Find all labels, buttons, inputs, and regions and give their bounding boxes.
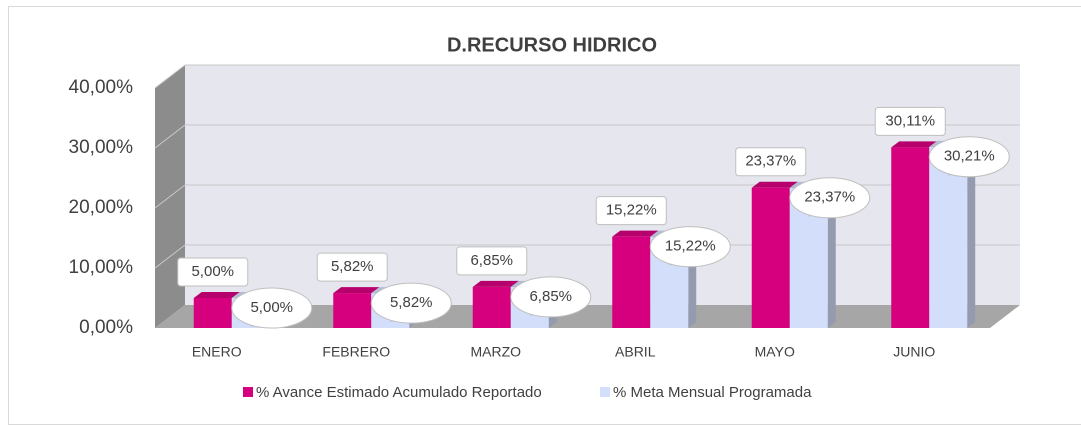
grid-line [154,64,186,89]
data-label: 30,11% [885,112,935,129]
y-tick-label: 0,00% [79,317,133,338]
y-tick-label: 30,00% [69,137,134,158]
data-label: 5,00% [250,299,293,316]
data-label-box [456,246,528,276]
grid-line [154,124,186,149]
bar [472,286,511,328]
data-label-box [177,257,249,287]
x-tick-label: ABRIL [615,344,656,360]
data-label-box [370,282,452,324]
bar [612,236,651,328]
x-tick-label: JUNIO [893,344,935,360]
bar-side [827,181,836,328]
data-label: 15,22% [606,202,657,219]
bar-top [472,280,519,287]
legend-swatch [600,387,610,397]
data-label-box [510,276,592,318]
x-tick-label: ENERO [192,344,242,360]
data-label: 5,82% [390,294,433,311]
grid-line [154,244,186,269]
x-tick-label: MARZO [470,344,521,360]
bar-top [891,141,938,148]
bar-top [751,181,798,188]
data-label: 30,21% [944,148,995,165]
data-label-box [874,106,946,136]
data-label: 5,82% [331,258,374,275]
data-label: 23,37% [745,153,796,170]
data-label-box [735,147,807,177]
x-tick-label: FEBRERO [322,344,390,360]
bar-top [193,292,240,298]
chart-title: D.RECURSO HIDRICO [447,34,657,56]
data-label: 23,37% [804,189,855,206]
data-label-box [928,136,1010,178]
y-tick-label: 40,00% [69,77,134,98]
bar-top [612,230,659,237]
x-tick-label: MAYO [755,344,795,360]
data-label: 5,00% [191,263,234,280]
legend-label: % Meta Mensual Programada [613,384,812,401]
data-label-box [649,226,731,268]
data-label: 6,85% [529,288,572,305]
data-label-box [231,287,313,329]
bar-top [333,287,380,294]
data-label-box [789,177,871,219]
bar [333,293,372,328]
bar [193,298,232,328]
data-label-box [316,252,388,282]
bar [751,187,790,328]
bar-side [967,140,976,328]
legend-label: % Avance Estimado Acumulado Reportado [256,384,542,401]
legend-swatch [243,387,253,397]
data-label: 15,22% [665,238,716,255]
y-tick-label: 20,00% [69,197,134,218]
bar [929,146,968,328]
bar [891,147,930,328]
y-tick-label: 10,00% [69,257,134,278]
data-label-box [595,196,667,226]
grid-line [154,184,186,209]
data-label: 6,85% [470,252,513,269]
